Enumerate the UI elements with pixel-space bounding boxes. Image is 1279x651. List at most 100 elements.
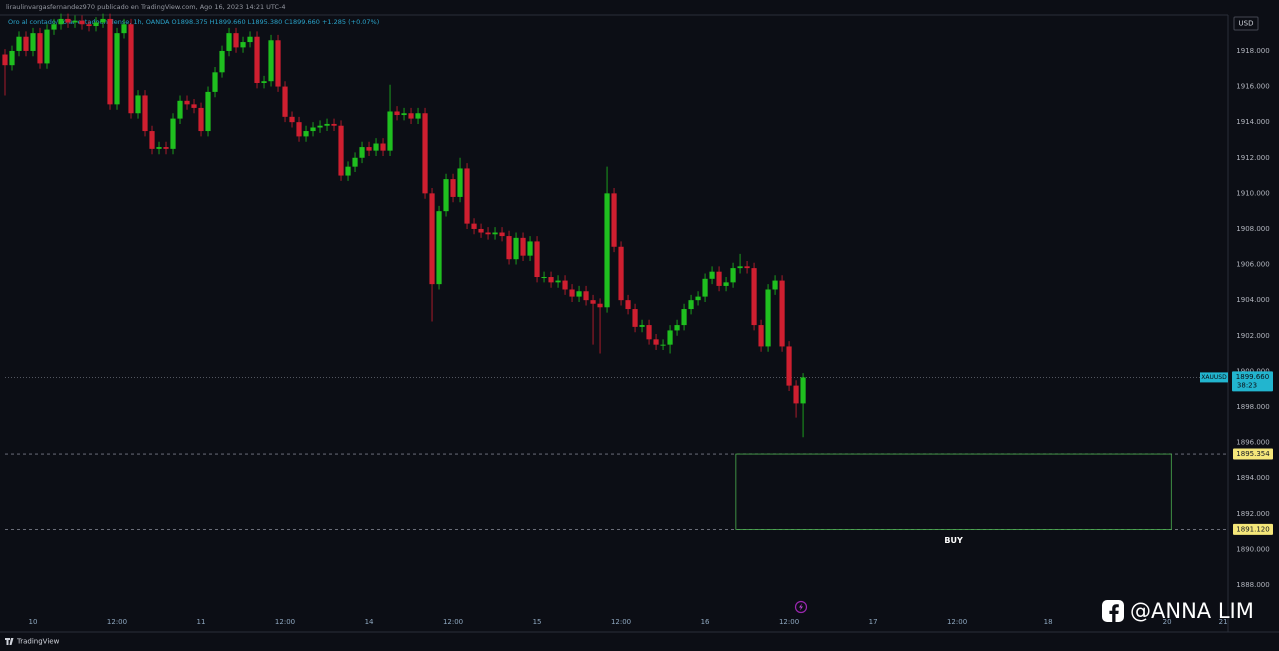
candle-body [408, 113, 414, 119]
candle-body [751, 268, 757, 326]
y-tick-label: 1912.000 [1236, 154, 1269, 162]
x-tick-label: 10 [29, 618, 38, 626]
x-tick-label: 21 [1219, 618, 1228, 626]
candle-body [275, 40, 281, 87]
x-tick-label: 12:00 [779, 618, 799, 626]
x-tick-label: 17 [869, 618, 878, 626]
candle-body [758, 325, 764, 347]
x-tick-label: 12:00 [947, 618, 967, 626]
candle-body [688, 300, 694, 310]
candle-body [65, 18, 71, 23]
candle-body [401, 113, 407, 116]
candle-body [254, 36, 260, 83]
candle-body [9, 50, 15, 66]
y-tick-label: 1908.000 [1236, 225, 1269, 233]
candle-body [695, 296, 701, 301]
candle-body [667, 330, 673, 345]
candle-body [282, 86, 288, 117]
candle-body [611, 193, 617, 247]
candle-body [555, 280, 561, 283]
candle-body [303, 131, 309, 137]
candle-body [737, 266, 743, 269]
level-tag [1233, 523, 1273, 535]
candle-body [436, 211, 442, 285]
y-tick-label: 1892.000 [1236, 510, 1269, 518]
candle-body [646, 325, 652, 340]
candle-body [380, 143, 386, 151]
candle-body [590, 300, 596, 304]
candle-body [583, 291, 589, 301]
plot-area [2, 13, 1228, 530]
publish-info: liraulinvargasfernandez970 publicado en … [6, 3, 286, 11]
candle-body [562, 280, 568, 290]
candle-body [324, 123, 330, 126]
candle-body [247, 36, 253, 43]
x-tick-label: 16 [701, 618, 710, 626]
candle-body [86, 24, 92, 27]
y-tick-label: 1916.000 [1236, 83, 1269, 91]
y-tick-label: 1898.000 [1236, 403, 1269, 411]
candle-body [471, 223, 477, 229]
candle-body [625, 300, 631, 310]
x-tick-label: 12:00 [443, 618, 463, 626]
candle-body [135, 95, 141, 114]
candle-body [72, 20, 78, 23]
symbol-tag [1200, 372, 1228, 383]
candle-body [359, 147, 365, 158]
y-tick-label: 1894.000 [1236, 474, 1269, 482]
candle-body [240, 42, 246, 48]
candle-body [107, 18, 113, 105]
candle-body [604, 193, 610, 308]
candle-body [632, 309, 638, 327]
candle-body [443, 179, 449, 212]
candle-body [121, 24, 127, 34]
candle-body [114, 33, 120, 105]
candle-body [128, 24, 134, 114]
candle-body [569, 289, 575, 297]
countdown-label: 38:23 [1237, 381, 1257, 389]
candle-body [681, 309, 687, 326]
symbol-tag-label: XAUUSD [1201, 374, 1227, 381]
currency[interactable]: USD [1239, 20, 1254, 28]
candle-body [289, 116, 295, 123]
candle-body [793, 385, 799, 404]
candle-body [415, 113, 421, 119]
candle-body [163, 147, 169, 149]
y-tick-label: 1918.000 [1236, 47, 1269, 55]
candle-body [338, 125, 344, 176]
y-tick-label: 1910.000 [1236, 189, 1269, 197]
y-tick-label: 1900.000 [1236, 367, 1269, 375]
candle-body [226, 33, 232, 51]
candle-body [23, 36, 29, 51]
candle-body [457, 168, 463, 197]
x-tick-label: 12:00 [611, 618, 631, 626]
candle-body [2, 54, 8, 66]
candle-body [268, 40, 274, 82]
candle-body [450, 179, 456, 197]
candle-body [576, 291, 582, 297]
footer: TradingView [16, 638, 60, 646]
buy-zone [735, 453, 1172, 530]
candle-body [730, 268, 736, 283]
candle-body [177, 100, 183, 119]
candle-body [219, 50, 225, 73]
level-label: 1891.120 [1236, 525, 1269, 533]
candle-body [394, 111, 400, 116]
currency-box[interactable] [1233, 16, 1259, 31]
candle-body [702, 278, 708, 297]
candle-body [142, 95, 148, 132]
last-price-label: 1899.660 [1236, 373, 1269, 381]
candle-body [37, 33, 43, 64]
y-tick-label: 1904.000 [1236, 296, 1269, 304]
candle-body [422, 113, 428, 194]
x-tick-label: 14 [365, 618, 374, 626]
candle-body [485, 232, 491, 235]
tv-logo [5, 638, 14, 645]
candle-body [44, 29, 50, 64]
candle-body [100, 18, 106, 23]
candle-body [191, 104, 197, 108]
event-icon[interactable] [794, 600, 808, 614]
last-price-tag [1232, 371, 1273, 392]
candle-body [317, 125, 323, 128]
candle-body [716, 271, 722, 286]
